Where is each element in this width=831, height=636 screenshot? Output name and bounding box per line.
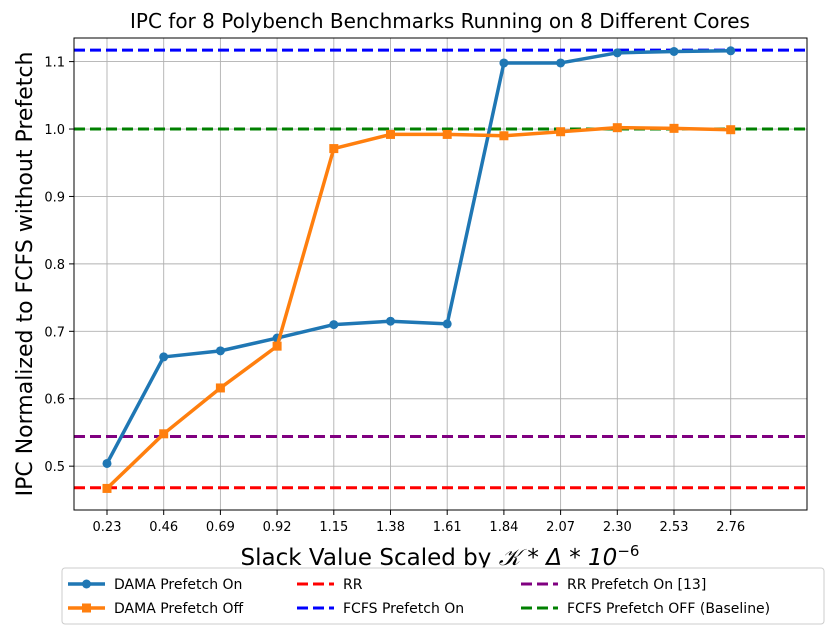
x-tick-label: 2.07 — [546, 520, 575, 535]
y-tick-label: 0.9 — [44, 190, 65, 205]
series-1-point — [329, 144, 339, 154]
y-tick-label: 1.0 — [44, 123, 65, 138]
series-0-point — [669, 46, 679, 56]
x-axis-label: Slack Value Scaled by 𝒦 * Δ * 10−6 — [241, 542, 640, 571]
legend-label: RR Prefetch On [13] — [567, 577, 706, 593]
legend-box — [61, 567, 825, 625]
x-tick-label: 2.30 — [603, 520, 632, 535]
series-1-point — [215, 383, 225, 393]
x-axis-label-math: 𝒦 * Δ * 10 — [499, 545, 618, 571]
y-axis: 0.5 0.6 0.7 0.8 0.9 1.0 1.1 — [44, 56, 74, 475]
x-axis-label-exponent: −6 — [617, 542, 639, 560]
series-0-point — [329, 320, 339, 330]
series-0-point — [442, 319, 452, 329]
legend-label: RR — [343, 577, 363, 593]
series-1-point — [499, 131, 509, 141]
series-1-point — [442, 129, 452, 139]
y-tick-label: 1.1 — [44, 56, 65, 71]
legend-label: DAMA Prefetch On — [114, 577, 242, 593]
x-axis: 0.23 0.46 0.69 0.92 1.15 1.38 1.61 1.84 2.07 2.30… — [93, 510, 745, 535]
series-1-point — [386, 129, 395, 139]
x-tick-label: 1.84 — [489, 520, 518, 535]
x-tick-label: 0.69 — [206, 520, 235, 535]
series-line-0 — [105, 49, 731, 465]
x-tick-label: 1.38 — [376, 520, 405, 535]
x-tick-label: 0.46 — [149, 520, 178, 535]
series-0-point — [499, 58, 509, 68]
series-line-1 — [105, 125, 731, 490]
chart-title: IPC for 8 Polybench Benchmarks Running o… — [130, 9, 750, 33]
series-1-point — [612, 123, 622, 133]
series-1-point — [159, 429, 169, 439]
x-axis-label-main: Slack Value Scaled by — [241, 545, 499, 571]
series-1-point — [726, 125, 736, 135]
series-0-point — [386, 316, 395, 326]
series-1-point — [669, 123, 679, 133]
x-tick-label: 1.15 — [319, 520, 348, 535]
legend-swatch-marker — [82, 603, 91, 613]
legend-label: FCFS Prefetch OFF (Baseline) — [567, 601, 770, 617]
plot-frame — [73, 37, 808, 511]
legend-label: FCFS Prefetch On — [343, 601, 464, 617]
y-tick-label: 0.5 — [44, 460, 65, 475]
series-0-point — [556, 58, 566, 68]
series-0-point — [159, 352, 169, 362]
x-tick-label: 1.61 — [433, 520, 462, 535]
series-0-point — [102, 458, 112, 468]
x-tick-label: 2.53 — [660, 520, 689, 535]
series-1-point — [272, 341, 282, 351]
y-axis-label: IPC Normalized to FCFS without Prefetch — [13, 52, 38, 497]
x-tick-label: 2.76 — [716, 520, 745, 535]
series-0-point — [215, 346, 225, 356]
legend-swatch-marker — [82, 579, 91, 589]
series-0-point — [726, 46, 736, 56]
grid — [74, 38, 807, 510]
y-tick-label: 0.6 — [44, 393, 65, 408]
series-layer — [102, 46, 736, 493]
x-tick-label: 0.23 — [93, 520, 122, 535]
y-tick-label: 0.8 — [44, 258, 65, 273]
series-0-point — [612, 48, 622, 58]
series-1-point — [102, 483, 112, 493]
legend-label: DAMA Prefetch Off — [114, 601, 244, 617]
x-tick-label: 0.92 — [263, 520, 292, 535]
y-tick-label: 0.7 — [44, 325, 65, 340]
legend: DAMA Prefetch On DAMA Prefetch Off RR FCFS … — [61, 567, 825, 625]
series-1-point — [556, 127, 566, 137]
reference-lines — [74, 48, 807, 490]
